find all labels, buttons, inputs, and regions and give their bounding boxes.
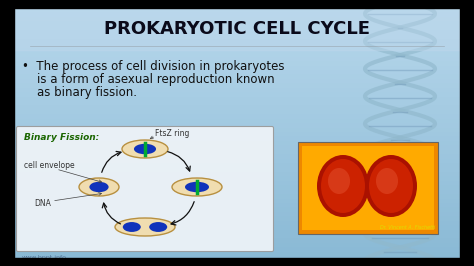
Bar <box>0 151 474 156</box>
Bar <box>0 62 474 68</box>
Bar <box>0 191 474 196</box>
Bar <box>0 71 474 76</box>
Bar <box>0 9 474 14</box>
Ellipse shape <box>365 155 417 217</box>
Bar <box>0 235 474 240</box>
Bar <box>0 177 474 183</box>
Bar <box>0 142 474 147</box>
Bar <box>0 115 474 121</box>
Bar <box>0 208 474 214</box>
Bar <box>0 173 474 178</box>
Text: FtsZ ring: FtsZ ring <box>155 128 190 138</box>
Bar <box>0 80 474 85</box>
Bar <box>0 138 474 143</box>
Bar <box>0 31 474 36</box>
Text: cell envelope: cell envelope <box>24 160 74 169</box>
Bar <box>0 164 474 169</box>
Bar <box>0 49 474 54</box>
Bar <box>0 106 474 112</box>
Bar <box>0 35 474 41</box>
Bar <box>0 120 474 125</box>
Ellipse shape <box>185 182 209 192</box>
Bar <box>0 0 474 5</box>
Ellipse shape <box>90 182 109 192</box>
Text: is a form of asexual reproduction known: is a form of asexual reproduction known <box>22 73 274 86</box>
Bar <box>0 27 474 32</box>
Bar <box>0 186 474 192</box>
FancyBboxPatch shape <box>17 127 273 251</box>
Bar <box>0 258 474 266</box>
Bar <box>0 58 474 63</box>
Bar <box>0 13 474 19</box>
Bar <box>0 222 474 227</box>
Bar <box>14 8 460 50</box>
Bar <box>0 53 474 59</box>
Bar <box>0 182 474 187</box>
Text: Dr. Vincent A. Fischetti: Dr. Vincent A. Fischetti <box>380 225 435 230</box>
Bar <box>0 66 474 72</box>
Ellipse shape <box>369 159 413 213</box>
Ellipse shape <box>79 178 119 196</box>
Bar <box>0 93 474 98</box>
Ellipse shape <box>317 155 369 217</box>
Bar <box>0 231 474 236</box>
Bar <box>0 124 474 130</box>
Bar <box>0 155 474 161</box>
Bar <box>0 226 474 231</box>
Bar <box>0 261 474 266</box>
Bar <box>0 213 474 218</box>
Ellipse shape <box>321 159 365 213</box>
Bar <box>0 217 474 223</box>
Bar <box>0 146 474 152</box>
Bar <box>0 5 474 10</box>
Text: DNA: DNA <box>34 198 51 207</box>
Bar <box>0 257 474 263</box>
Ellipse shape <box>328 168 350 194</box>
Bar <box>0 160 474 165</box>
Ellipse shape <box>172 178 222 196</box>
Bar <box>0 84 474 90</box>
Bar <box>0 22 474 28</box>
Bar <box>0 89 474 94</box>
Bar <box>298 142 438 234</box>
Ellipse shape <box>149 222 167 232</box>
Bar <box>0 18 474 23</box>
Ellipse shape <box>122 140 168 158</box>
Bar <box>0 168 474 174</box>
Bar <box>0 111 474 116</box>
Bar <box>0 195 474 201</box>
Text: as binary fission.: as binary fission. <box>22 86 137 99</box>
Bar <box>0 0 474 8</box>
Bar <box>0 244 474 249</box>
Bar <box>0 204 474 209</box>
Bar <box>0 0 14 266</box>
Bar <box>0 133 474 138</box>
Ellipse shape <box>123 222 141 232</box>
Text: PROKARYOTIC CELL CYCLE: PROKARYOTIC CELL CYCLE <box>104 20 370 38</box>
Text: Binary Fission:: Binary Fission: <box>24 132 99 142</box>
Bar <box>0 75 474 81</box>
Bar <box>0 239 474 245</box>
Bar <box>0 98 474 103</box>
Ellipse shape <box>134 144 156 154</box>
Bar <box>302 146 434 230</box>
Bar <box>0 128 474 134</box>
Bar <box>0 40 474 45</box>
Bar <box>0 248 474 254</box>
Bar <box>0 253 474 258</box>
Text: •  The process of cell division in prokaryotes: • The process of cell division in prokar… <box>22 60 284 73</box>
Bar <box>0 102 474 107</box>
Bar <box>0 200 474 205</box>
Bar <box>460 0 474 266</box>
Bar <box>0 44 474 50</box>
Text: www.bppt.info: www.bppt.info <box>22 256 67 260</box>
Ellipse shape <box>376 168 398 194</box>
Ellipse shape <box>115 218 175 236</box>
